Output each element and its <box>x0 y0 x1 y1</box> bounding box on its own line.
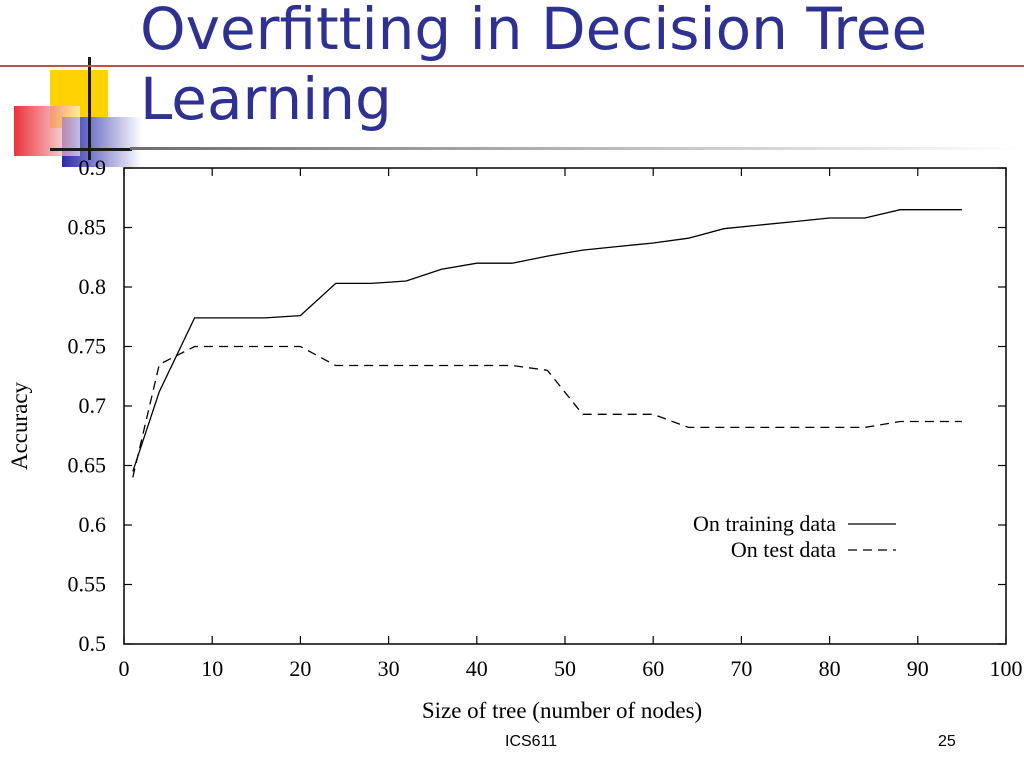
title-decoration-horizontal-line <box>50 148 132 151</box>
y-tick-label: 0.65 <box>68 453 107 478</box>
title-decoration-red-square <box>14 106 80 156</box>
plot-frame <box>123 167 1007 645</box>
accuracy-chart: 0 10 20 30 40 50 60 70 80 90 100 0.5 0.55 0.6 0.65 0.7 0… <box>7 155 1023 723</box>
y-tick-label: 0.6 <box>79 512 107 537</box>
x-tick-label: 70 <box>730 656 752 681</box>
y-tick-label: 0.7 <box>79 393 107 418</box>
x-tick-label: 10 <box>201 656 223 681</box>
slide-title: Overfitting in Decision Tree Learning <box>140 0 927 134</box>
footer-course: ICS611 <box>505 733 558 750</box>
series-line-training <box>132 209 962 472</box>
footer-page-number: 25 <box>938 733 956 750</box>
legend-label-test: On test data <box>731 537 836 562</box>
slide-title-line-1: Overfitting in Decision Tree <box>140 0 928 63</box>
x-tick-label: 20 <box>289 656 311 681</box>
x-tick-label: 50 <box>554 656 576 681</box>
slide-title-line-2: Learning <box>140 65 392 133</box>
y-tick-label: 0.8 <box>79 274 107 299</box>
x-tick-label: 60 <box>642 656 664 681</box>
title-gray-rule <box>130 147 1024 150</box>
x-tick-label: 30 <box>378 656 400 681</box>
y-tick-label: 0.9 <box>79 155 107 180</box>
series-line-test <box>132 345 962 478</box>
x-tick-label: 100 <box>990 656 1023 681</box>
title-decoration-vertical-line <box>88 57 91 160</box>
legend-label-training: On training data <box>693 511 836 536</box>
y-tick-label: 0.75 <box>68 334 107 359</box>
x-axis-label: Size of tree (number of nodes) <box>422 698 702 723</box>
title-red-rule <box>0 65 1024 67</box>
x-tick-label: 40 <box>466 656 488 681</box>
x-tick-label: 80 <box>819 656 841 681</box>
x-tick-label: 0 <box>119 656 130 681</box>
y-axis-label: Accuracy <box>7 381 32 470</box>
y-tick-label: 0.85 <box>68 215 107 240</box>
y-tick-label: 0.55 <box>68 572 107 597</box>
y-tick-label: 0.5 <box>79 631 107 656</box>
x-tick-label: 90 <box>907 656 929 681</box>
